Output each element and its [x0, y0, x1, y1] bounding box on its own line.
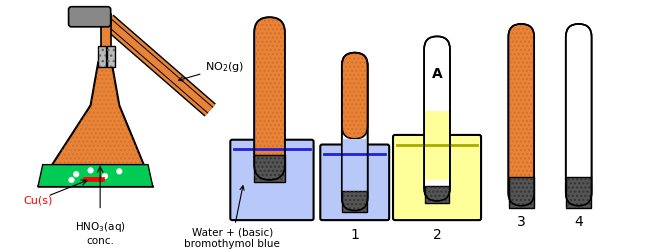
Bar — [566, 177, 591, 208]
Bar — [101, 14, 110, 51]
FancyBboxPatch shape — [320, 144, 389, 220]
Bar — [509, 177, 534, 208]
FancyBboxPatch shape — [254, 17, 285, 180]
FancyBboxPatch shape — [342, 53, 368, 211]
Bar — [254, 155, 285, 182]
Text: HNO$_3$(aq)
conc.: HNO$_3$(aq) conc. — [74, 220, 125, 246]
Bar — [83, 177, 104, 181]
Text: NO$_2$(g): NO$_2$(g) — [179, 60, 245, 81]
Bar — [509, 177, 534, 208]
Text: A: A — [432, 67, 443, 81]
Text: 3: 3 — [517, 215, 526, 229]
Bar — [107, 46, 114, 67]
Text: 2: 2 — [433, 228, 441, 242]
FancyBboxPatch shape — [508, 24, 534, 206]
Polygon shape — [102, 15, 216, 117]
FancyBboxPatch shape — [231, 140, 313, 220]
Bar — [98, 46, 106, 67]
FancyBboxPatch shape — [393, 135, 481, 220]
Bar — [342, 192, 367, 212]
FancyBboxPatch shape — [565, 24, 592, 206]
Bar — [424, 186, 449, 203]
Bar — [424, 111, 449, 180]
Bar — [566, 177, 591, 208]
Bar — [254, 155, 285, 182]
Text: Cu(s): Cu(s) — [24, 196, 53, 206]
Bar — [98, 46, 106, 67]
Polygon shape — [38, 165, 153, 187]
Circle shape — [117, 169, 121, 174]
Polygon shape — [38, 62, 153, 187]
FancyBboxPatch shape — [342, 53, 368, 139]
Circle shape — [74, 172, 78, 177]
Bar — [424, 186, 449, 203]
Bar — [107, 46, 114, 67]
Circle shape — [103, 174, 107, 178]
Circle shape — [69, 178, 74, 182]
Text: Water + (basic)
bromothymol blue: Water + (basic) bromothymol blue — [184, 186, 280, 249]
Bar — [342, 139, 367, 196]
Text: 4: 4 — [574, 215, 583, 229]
FancyBboxPatch shape — [424, 36, 450, 201]
Bar — [342, 192, 367, 212]
Text: 1: 1 — [350, 228, 359, 242]
Circle shape — [88, 168, 93, 173]
Polygon shape — [103, 16, 215, 115]
FancyBboxPatch shape — [69, 7, 110, 27]
